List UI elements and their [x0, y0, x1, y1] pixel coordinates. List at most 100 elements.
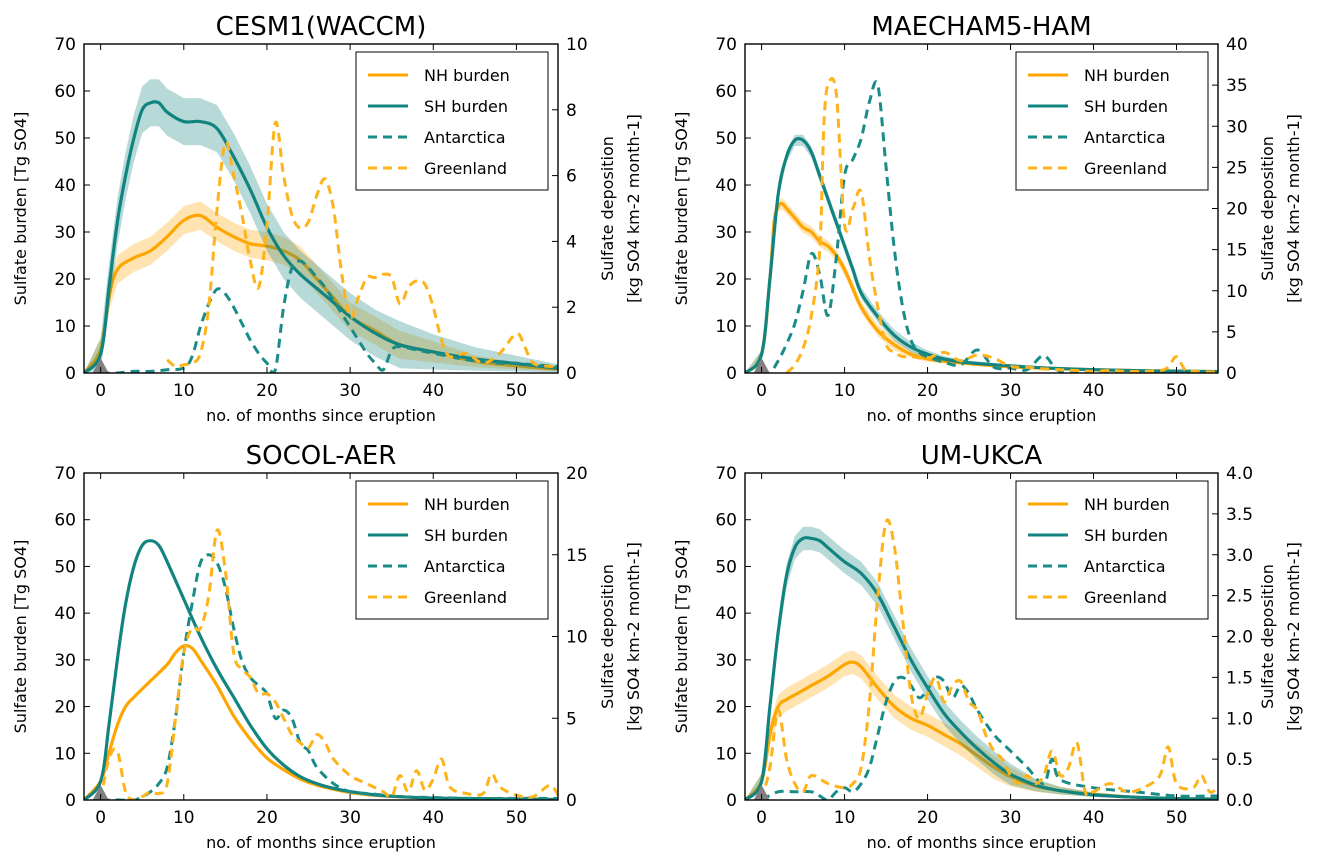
y-tick-label: 0	[65, 364, 76, 384]
y2-tick-label: 2	[566, 298, 577, 318]
uncertainty-band	[84, 201, 558, 373]
eruption-marker	[92, 358, 109, 373]
plot-area	[84, 79, 558, 373]
x-tick-label: 10	[173, 381, 195, 401]
x-tick-label: 20	[256, 808, 278, 828]
x-tick-label: 10	[834, 808, 856, 828]
y-tick-label: 20	[54, 270, 76, 290]
legend-label: Greenland	[424, 159, 507, 178]
series-line-antarctica	[100, 553, 558, 800]
y-axis-label: Sulfate burden [Tg SO4]	[672, 112, 691, 306]
y-tick-label: 10	[715, 317, 737, 337]
y2-axis-label: Sulfate deposition	[598, 136, 617, 281]
y2-tick-label: 10	[566, 628, 588, 648]
x-tick-label: 20	[256, 381, 278, 401]
legend-label: NH burden	[424, 495, 510, 514]
series-line-antarctica	[760, 675, 1218, 800]
series-line-nh-burden	[745, 660, 1218, 800]
x-tick-label: 10	[173, 808, 195, 828]
y-tick-label: 60	[54, 511, 76, 531]
y-tick-label: 50	[54, 129, 76, 149]
y2-tick-label: 5	[1226, 323, 1237, 343]
chart-title: UM-UKCA	[921, 441, 1043, 471]
y2-tick-label: 6	[566, 167, 577, 187]
y2-tick-label: 1.5	[1226, 668, 1253, 688]
y2-tick-label: 20	[566, 464, 588, 484]
legend-label: SH burden	[1084, 526, 1168, 545]
chart-panel: SOCOL-AER 0 10 20 30 40 50 0 10 20 30 40 50 60 70 0 5 10 1…	[11, 441, 643, 852]
y-tick-label: 40	[715, 604, 737, 624]
legend-label: Antarctica	[424, 557, 506, 576]
series-line-antarctica	[100, 259, 558, 373]
y2-tick-label: 3.5	[1226, 505, 1253, 525]
x-tick-label: 20	[917, 381, 939, 401]
x-axis-label: no. of months since eruption	[206, 406, 436, 425]
x-tick-label: 50	[506, 381, 528, 401]
uncertainty-band	[745, 650, 1218, 800]
y2-tick-label: 4	[566, 232, 577, 252]
y2-axis-label: Sulfate deposition	[598, 564, 617, 709]
legend-label: SH burden	[1084, 97, 1168, 116]
series-line-greenland	[166, 120, 558, 369]
x-tick-label: 0	[756, 381, 767, 401]
plot-area	[84, 528, 558, 800]
y2-tick-label: 8	[566, 101, 577, 121]
y-axis-label: Sulfate burden [Tg SO4]	[672, 540, 691, 734]
y2-tick-label: 2.5	[1226, 587, 1253, 607]
chart-panel: UM-UKCA 0 10 20 30 40 50 0 10 20 30 40 50 60 70 0.0 0.5 1…	[672, 441, 1303, 852]
legend: NH burden SH burden Antarctica Greenland	[1015, 480, 1209, 620]
chart-panel: MAECHAM5-HAM 0 10 20 30 40 50 0 10 20 30 40 50 60 70 0 5…	[672, 12, 1303, 425]
y-tick-label: 60	[715, 511, 737, 531]
x-tick-label: 0	[756, 808, 767, 828]
series-line-sh-burden	[84, 100, 558, 373]
y-tick-label: 30	[54, 651, 76, 671]
y-tick-label: 20	[54, 698, 76, 718]
y2-tick-label: 30	[1226, 117, 1248, 137]
legend: NH burden SH burden Antarctica Greenland	[355, 480, 549, 620]
y2-tick-label: 1.0	[1226, 709, 1253, 729]
y-tick-label: 0	[726, 791, 737, 811]
x-axis-label: no. of months since eruption	[867, 406, 1097, 425]
chart-title: CESM1(WACCM)	[216, 12, 427, 42]
y2-tick-label: 15	[1226, 241, 1248, 261]
x-tick-label: 30	[339, 808, 361, 828]
y2-tick-label: 15	[566, 546, 588, 566]
series-line-antarctica	[761, 80, 1218, 373]
y-axis-label: Sulfate burden [Tg SO4]	[11, 540, 30, 734]
y-tick-label: 0	[726, 364, 737, 384]
x-tick-label: 30	[1000, 808, 1022, 828]
y-tick-label: 10	[54, 317, 76, 337]
y-tick-label: 50	[715, 557, 737, 577]
x-tick-label: 50	[1166, 808, 1188, 828]
x-tick-label: 40	[422, 808, 444, 828]
legend-label: NH burden	[424, 66, 510, 85]
legend-label: Greenland	[424, 588, 507, 607]
y2-axis-label-units: [kg SO4 km-2 month-1]	[1284, 114, 1303, 303]
y-tick-label: 40	[54, 604, 76, 624]
legend-label: Antarctica	[1084, 128, 1166, 147]
x-tick-label: 10	[834, 381, 856, 401]
x-axis-label: no. of months since eruption	[867, 833, 1097, 852]
x-tick-label: 30	[1000, 381, 1022, 401]
chart-title: SOCOL-AER	[246, 441, 397, 471]
y2-tick-label: 10	[1226, 282, 1248, 302]
y2-axis-label-units: [kg SO4 km-2 month-1]	[624, 114, 643, 303]
y-tick-label: 70	[54, 35, 76, 55]
y-tick-label: 10	[54, 744, 76, 764]
y-tick-label: 40	[54, 176, 76, 196]
y2-axis-label: Sulfate deposition	[1258, 564, 1277, 709]
x-tick-label: 20	[917, 808, 939, 828]
x-tick-label: 30	[339, 381, 361, 401]
x-tick-label: 0	[95, 381, 106, 401]
y-tick-label: 20	[715, 698, 737, 718]
legend: NH burden SH burden Antarctica Greenland	[1015, 51, 1209, 191]
eruption-marker	[753, 785, 770, 800]
y2-tick-label: 25	[1226, 158, 1248, 178]
x-tick-label: 40	[1083, 808, 1105, 828]
y2-tick-label: 4.0	[1226, 464, 1253, 484]
y2-tick-label: 0	[566, 364, 577, 384]
y2-tick-label: 2.0	[1226, 628, 1253, 648]
y-tick-label: 50	[715, 129, 737, 149]
y2-tick-label: 10	[566, 35, 588, 55]
x-tick-label: 50	[506, 808, 528, 828]
